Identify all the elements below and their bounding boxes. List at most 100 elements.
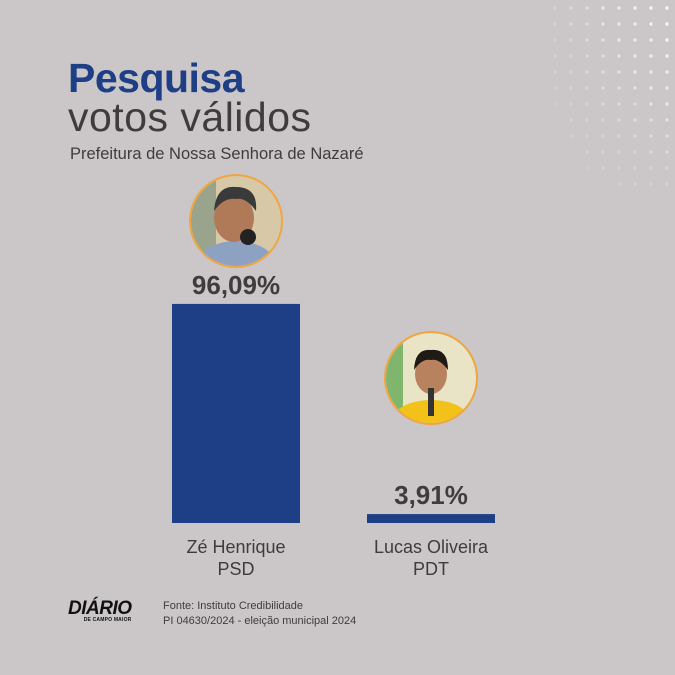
decor-dot [633, 6, 637, 10]
decor-dot [585, 70, 589, 74]
decor-dot [569, 6, 573, 10]
decor-dot [601, 102, 605, 106]
decorative-dot-pattern [553, 6, 669, 186]
decor-dot [601, 70, 605, 74]
decor-dot [665, 70, 669, 74]
decor-dot [633, 70, 637, 74]
page-title: Pesquisa [68, 55, 245, 101]
decor-dot [553, 86, 557, 90]
logo-text: DIÁRIO [68, 598, 132, 619]
decor-dot [601, 6, 605, 10]
decor-dot [617, 70, 621, 74]
decor-dot [601, 118, 605, 122]
decor-dot [665, 102, 669, 106]
photo-ring [384, 331, 478, 425]
decor-dot [553, 6, 557, 10]
decor-dot [617, 118, 621, 122]
decor-dot [585, 150, 589, 154]
value-label-1: 96,09% [192, 270, 280, 300]
decor-dot [649, 134, 653, 138]
decor-dot [553, 38, 557, 42]
bar-1 [172, 303, 300, 523]
decor-dot [649, 86, 653, 90]
decor-dot [649, 70, 653, 74]
decor-dot [601, 150, 605, 154]
source-line-2: PI 04630/2024 - eleição municipal 2024 [163, 615, 357, 627]
decor-dot [665, 38, 669, 42]
decor-dot [633, 38, 637, 42]
decor-dot [649, 150, 653, 154]
party-label-1: PSD [217, 559, 254, 579]
decor-dot [617, 6, 621, 10]
decor-dot [585, 86, 589, 90]
decor-dot [601, 166, 605, 170]
category-label-2: Lucas Oliveira [374, 537, 489, 557]
decor-dot [569, 70, 573, 74]
decor-dot [601, 38, 605, 42]
source-line-1: Fonte: Instituto Credibilidade [163, 600, 304, 612]
decor-dot [665, 150, 669, 154]
decor-dot [633, 182, 637, 186]
decor-dot [633, 118, 637, 122]
decor-dot [665, 22, 669, 26]
brand-logo: DIÁRIO DE CAMPO MAIOR [68, 598, 132, 624]
decor-dot [633, 150, 637, 154]
decor-dot [649, 166, 653, 170]
decor-dot [569, 38, 573, 42]
decor-dot [665, 54, 669, 58]
decor-dot [585, 6, 589, 10]
decor-dot [569, 54, 573, 58]
decor-dot [617, 182, 621, 186]
decor-dot [585, 166, 589, 170]
decor-dot [617, 22, 621, 26]
page-subtitle: votos válidos [68, 94, 312, 140]
decor-dot [633, 22, 637, 26]
decor-dot [585, 134, 589, 138]
photo-ring [189, 174, 283, 268]
location-label: Prefeitura de Nossa Senhora de Nazaré [70, 145, 364, 163]
decor-dot [601, 134, 605, 138]
decor-dot [585, 102, 589, 106]
decor-dot [553, 102, 557, 106]
decor-dot [617, 38, 621, 42]
decor-dot [665, 86, 669, 90]
decor-dot [649, 118, 653, 122]
decor-dot [553, 22, 557, 26]
decor-dot [617, 134, 621, 138]
decor-dot [633, 102, 637, 106]
decor-dot [649, 102, 653, 106]
decor-dot [649, 22, 653, 26]
decor-dot [569, 22, 573, 26]
decor-dot [569, 102, 573, 106]
decor-dot [617, 166, 621, 170]
candidate-photo-2 [386, 333, 476, 423]
decor-dot [617, 150, 621, 154]
category-label-1: Zé Henrique [186, 537, 285, 557]
logo-subtext: DE CAMPO MAIOR [83, 617, 132, 623]
decor-dot [633, 166, 637, 170]
candidate-photo-1 [191, 176, 281, 266]
decor-dot [585, 54, 589, 58]
decor-dot [585, 118, 589, 122]
decor-dot [649, 54, 653, 58]
decor-dot [585, 22, 589, 26]
decor-dot [665, 182, 669, 186]
decor-dot [569, 86, 573, 90]
decor-dot [665, 6, 669, 10]
decor-dot [665, 118, 669, 122]
decor-dot [601, 86, 605, 90]
decor-dot [649, 6, 653, 10]
decor-dot [649, 38, 653, 42]
party-label-2: PDT [413, 559, 449, 579]
decor-dot [665, 134, 669, 138]
decor-dot [649, 182, 653, 186]
decor-dot [569, 118, 573, 122]
bar-2 [367, 514, 495, 523]
decor-dot [553, 54, 557, 58]
decor-dot [569, 134, 573, 138]
decor-dot [633, 134, 637, 138]
decor-dot [617, 86, 621, 90]
decor-dot [633, 86, 637, 90]
decor-dot [665, 166, 669, 170]
